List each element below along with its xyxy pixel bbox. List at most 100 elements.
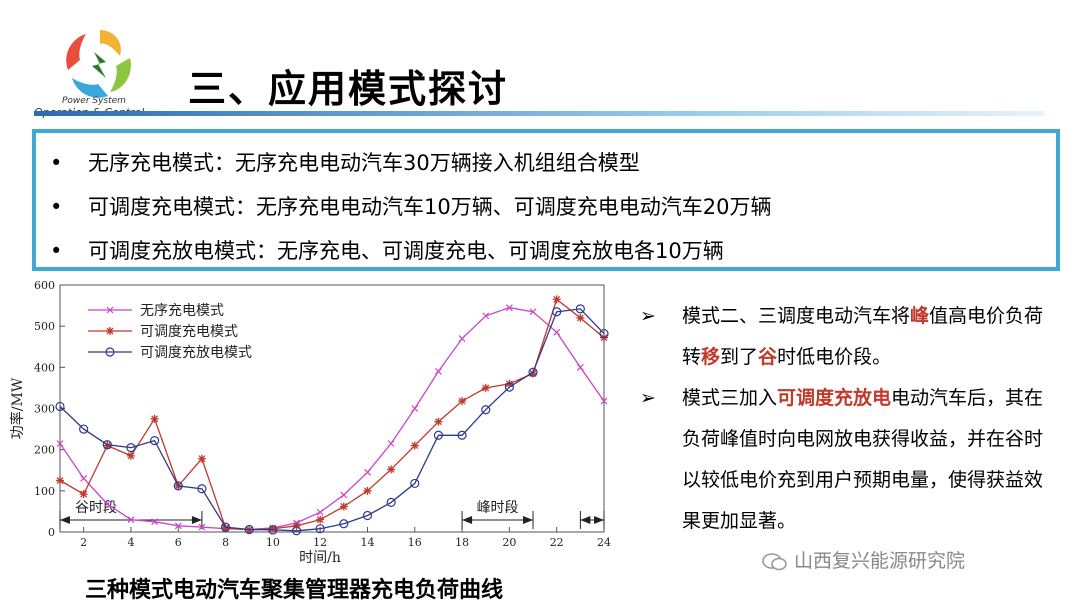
data-point — [316, 508, 324, 516]
logo-icon — [66, 30, 131, 98]
data-point — [127, 516, 135, 524]
note-text: 时低电价段。 — [777, 346, 892, 368]
right-notes: ➢ 模式二、三调度电动汽车将峰值高电价负荷转移到了谷时低电价段。 ➢ 模式三加入… — [640, 296, 1060, 542]
data-point — [56, 440, 64, 447]
x-tick-label: 2 — [80, 536, 87, 549]
bullet-item: • 无序充电模式：无序充电电动汽车30万辆接入机组组合模型 — [50, 147, 640, 177]
series-line — [59, 298, 605, 531]
x-tick-label: 8 — [222, 536, 229, 549]
data-point — [458, 397, 467, 406]
data-point — [362, 510, 373, 521]
highlight-text: 峰 — [910, 305, 930, 327]
data-point — [504, 382, 514, 392]
data-point — [458, 335, 466, 342]
data-point — [106, 327, 114, 335]
data-point — [575, 304, 585, 314]
annotation-arrow — [462, 516, 473, 524]
data-point — [457, 430, 467, 440]
data-point — [292, 521, 301, 530]
legend-label: 无序充电模式 — [140, 303, 224, 319]
bullet-text: 可调度充放电模式：无序充电、可调度充电、可调度充放电各10万辆 — [88, 239, 724, 263]
data-point — [528, 367, 538, 377]
note-item: ➢ 模式三加入可调度充放电电动汽车后，其在负荷峰值时向电网放电获得收益，并在谷时… — [640, 378, 1060, 542]
series-line — [59, 308, 605, 532]
data-point — [529, 369, 538, 378]
bullet-dot: • — [50, 239, 63, 263]
y-tick-label: 0 — [48, 526, 55, 539]
y-tick-label: 500 — [34, 320, 55, 333]
bullet-text: 无序充电模式：无序充电电动汽车30万辆接入机组组合模型 — [88, 151, 640, 175]
data-point — [126, 443, 136, 453]
y-tick-label: 100 — [34, 485, 55, 498]
data-point — [268, 524, 277, 533]
annotation-label: 谷时段 — [75, 500, 117, 516]
highlight-text: 谷 — [758, 346, 778, 368]
note-text: 模式三加入 — [682, 387, 778, 409]
y-tick-label: 300 — [34, 403, 55, 416]
annotation-arrow — [60, 516, 70, 524]
data-point — [339, 502, 348, 511]
data-point — [576, 313, 585, 322]
data-point — [553, 328, 561, 336]
data-point — [315, 524, 325, 534]
data-point — [505, 304, 513, 312]
data-point — [56, 476, 64, 485]
watermark: 山西复兴能源研究院 — [762, 546, 965, 573]
data-point — [552, 295, 561, 304]
x-tick-label: 4 — [127, 536, 134, 549]
data-point — [481, 405, 491, 415]
x-tick-label: 18 — [455, 536, 469, 549]
data-point — [150, 436, 160, 446]
bullet-item: • 可调度充放电模式：无序充电、可调度充电、可调度充放电各10万辆 — [50, 235, 724, 265]
data-point — [291, 526, 302, 536]
y-axis-label: 功率/MW — [9, 377, 26, 439]
data-point — [387, 440, 395, 447]
data-point — [410, 478, 420, 489]
data-point — [173, 481, 183, 491]
data-point — [576, 363, 584, 371]
bullet-text: 可调度充电模式：无序充电电动汽车10万辆、可调度充电电动汽车20万辆 — [88, 195, 772, 219]
x-axis-label: 时间/h — [299, 550, 341, 566]
data-point — [198, 523, 206, 531]
y-tick-label: 600 — [34, 279, 55, 292]
y-tick-label: 400 — [34, 361, 55, 374]
annotation-arrow — [580, 516, 591, 524]
series-line — [59, 306, 605, 531]
data-point — [599, 328, 609, 339]
data-point — [505, 379, 514, 388]
title-divider — [34, 111, 1044, 116]
data-point — [244, 524, 254, 535]
data-point — [411, 405, 419, 412]
note-text: 到了 — [720, 346, 759, 368]
chart-caption: 三种模式电动汽车聚集管理器充电负荷曲线 — [85, 578, 504, 603]
data-point — [435, 368, 442, 375]
data-point — [220, 522, 231, 532]
arrow-bullet-icon: ➢ — [640, 305, 656, 327]
annotation-arrow — [594, 516, 604, 524]
note-text: 模式二、三调度电动汽车将 — [682, 305, 911, 327]
data-point — [150, 414, 159, 423]
x-tick-label: 22 — [550, 536, 564, 549]
data-point — [105, 347, 115, 357]
data-point — [339, 519, 349, 529]
data-point — [600, 397, 608, 405]
data-point — [80, 475, 88, 482]
x-tick-label: 14 — [360, 536, 374, 549]
data-point — [103, 441, 112, 450]
data-point — [552, 307, 562, 317]
highlight-text: 可调度充放电 — [777, 387, 892, 409]
data-point — [363, 486, 372, 495]
x-tick-label: 24 — [597, 536, 611, 549]
data-point — [433, 430, 444, 440]
wechat-icon — [762, 552, 787, 570]
plot-frame — [59, 284, 605, 533]
annotation-arrow — [191, 516, 202, 524]
data-point — [197, 454, 206, 463]
bullet-dot: • — [50, 151, 63, 175]
data-point — [387, 465, 396, 474]
data-point — [386, 497, 396, 507]
data-point — [174, 522, 182, 530]
logo-subtitle: Power System — [62, 96, 126, 106]
data-point — [55, 401, 65, 412]
